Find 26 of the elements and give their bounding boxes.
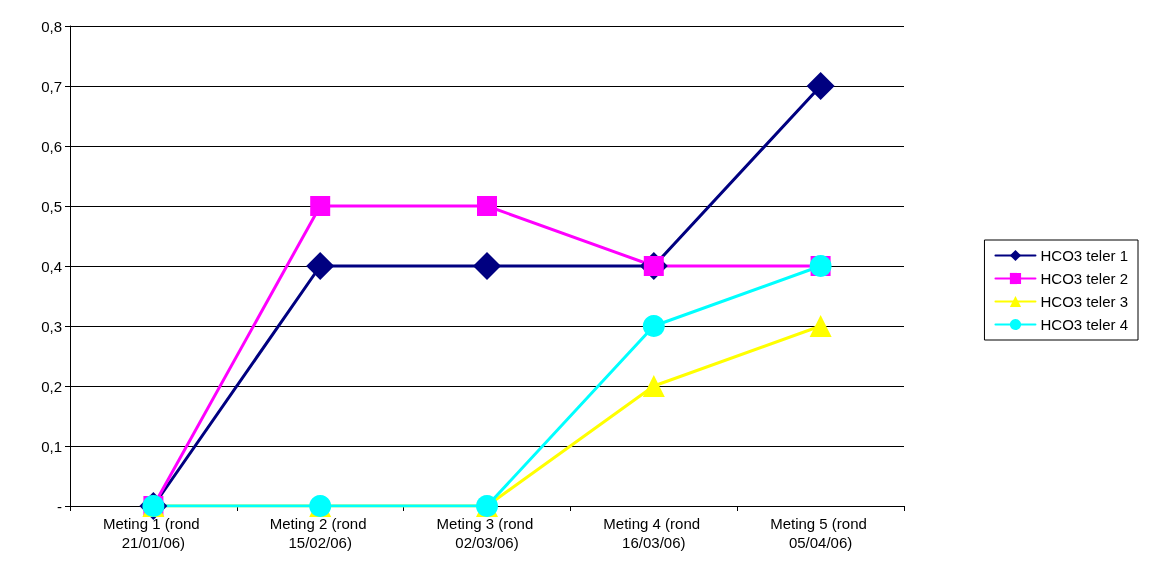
x-tick-label: Meting 3 (rond 02/03/06)	[436, 515, 538, 551]
x-tick-label: Meting 5 (rond 05/04/06)	[770, 515, 872, 551]
y-tick-label: 0,1	[41, 437, 62, 455]
point	[473, 252, 501, 280]
y-tick-label: 0,2	[41, 377, 62, 395]
y-tick-label: 0,7	[41, 77, 62, 95]
y-tick-label: 0,3	[41, 317, 62, 335]
point	[310, 196, 331, 216]
point	[477, 196, 497, 216]
y-tick-label: 0,8	[41, 17, 62, 35]
point	[642, 375, 665, 397]
point	[809, 315, 832, 337]
point	[642, 315, 665, 337]
x-tick-label: Meting 4 (rond 16/03/06)	[603, 515, 705, 551]
x-tick-label: Meting 2 (rond 15/02/06)	[269, 515, 371, 551]
legend-label: HCO3 teler 2	[1040, 270, 1129, 287]
y-tick-label: 0,4	[41, 257, 62, 275]
legend-label: HCO3 teler 1	[1040, 247, 1129, 264]
y-tick-label: 0,5	[41, 197, 62, 215]
legend-label: HCO3 teler 3	[1040, 293, 1129, 310]
point	[306, 252, 335, 280]
x-tick-label: Meting 1 (rond 21/01/06)	[102, 515, 204, 551]
y-tick-label: 0,6	[41, 137, 62, 155]
legend-label: HCO3 teler 4	[1040, 316, 1129, 333]
point	[806, 72, 835, 100]
y-tick-label: -	[57, 497, 62, 515]
